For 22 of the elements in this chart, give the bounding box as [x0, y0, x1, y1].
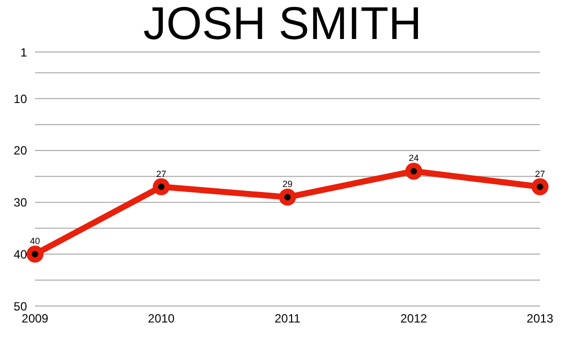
y-tick-label: 20: [14, 144, 28, 158]
point: [405, 162, 422, 180]
x-tick-label: 2012: [400, 312, 428, 326]
point: [26, 246, 44, 263]
data-label: 27: [534, 168, 546, 179]
point: [279, 188, 296, 206]
data-label: 40: [30, 236, 40, 246]
y-tick-label: 10: [14, 92, 28, 106]
x-tick-label: 2013: [526, 312, 554, 326]
x-tick-label: 2010: [148, 312, 175, 326]
y-tick-label: 1: [20, 45, 28, 60]
x-tick-label: 2009: [22, 312, 49, 326]
y-tick-label: 40: [14, 247, 28, 262]
point: [532, 178, 548, 196]
data-label: 24: [408, 153, 419, 164]
data-label: 27: [156, 168, 166, 179]
chart-title: JOSH SMITH: [142, 0, 423, 49]
x-tick-label: 2011: [274, 312, 301, 326]
point: [152, 178, 170, 196]
y-tick-label: 50: [14, 299, 28, 314]
data-label: 29: [282, 179, 293, 190]
y-tick-label: 30: [14, 196, 28, 210]
